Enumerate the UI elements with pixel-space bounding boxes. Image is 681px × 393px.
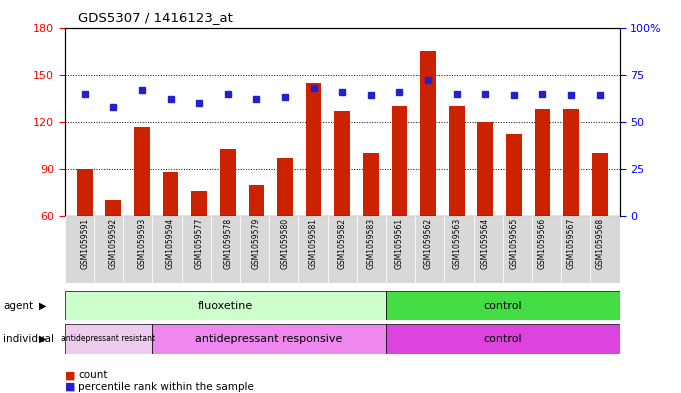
Bar [386,216,415,283]
Text: GDS5307 / 1416123_at: GDS5307 / 1416123_at [78,11,233,24]
Text: GSM1059563: GSM1059563 [452,218,461,270]
Bar [561,216,590,283]
Bar [445,216,474,283]
Bar [153,324,386,354]
Bar [240,216,269,283]
Text: GSM1059582: GSM1059582 [338,218,347,269]
Text: control: control [484,334,522,344]
Bar [153,216,182,283]
Bar [249,185,264,216]
Bar [334,111,350,216]
Bar [363,153,379,216]
Bar [328,216,357,283]
Bar [386,291,620,320]
Text: GSM1059593: GSM1059593 [138,218,146,270]
Text: antidepressant resistant: antidepressant resistant [61,334,155,343]
Bar [535,109,550,216]
Bar [506,134,522,216]
Bar [123,216,153,283]
Bar [449,106,464,216]
Bar [503,216,532,283]
Bar [590,216,620,283]
Text: GSM1059567: GSM1059567 [567,218,575,270]
Text: agent: agent [3,301,33,310]
Text: GSM1059581: GSM1059581 [309,218,318,269]
Text: individual: individual [3,334,54,344]
Bar [65,324,153,354]
Bar [386,324,620,354]
Text: ■: ■ [65,370,75,380]
Text: GSM1059565: GSM1059565 [509,218,518,270]
Bar [477,122,493,216]
Text: GSM1059594: GSM1059594 [166,218,175,270]
Bar [306,83,321,216]
Text: ▶: ▶ [39,301,47,310]
Bar [65,291,386,320]
Bar [532,216,561,283]
Bar [592,153,607,216]
Text: GSM1059579: GSM1059579 [252,218,261,270]
Text: ■: ■ [65,382,75,392]
Text: GSM1059562: GSM1059562 [424,218,432,269]
Bar [392,106,407,216]
Bar [65,216,94,283]
Text: control: control [484,301,522,310]
Text: GSM1059564: GSM1059564 [481,218,490,270]
Text: fluoxetine: fluoxetine [197,301,253,310]
Bar [94,216,123,283]
Text: GSM1059578: GSM1059578 [223,218,232,269]
Text: ▶: ▶ [39,334,47,344]
Bar [563,109,579,216]
Text: percentile rank within the sample: percentile rank within the sample [78,382,254,392]
Bar [77,169,93,216]
Bar [134,127,150,216]
Text: antidepressant responsive: antidepressant responsive [195,334,343,344]
Text: GSM1059561: GSM1059561 [395,218,404,269]
Text: GSM1059580: GSM1059580 [281,218,289,269]
Text: GSM1059566: GSM1059566 [538,218,547,270]
Bar [182,216,210,283]
Bar [210,216,240,283]
Text: GSM1059592: GSM1059592 [109,218,118,269]
Bar [220,149,236,216]
Text: GSM1059577: GSM1059577 [195,218,204,270]
Text: GSM1059591: GSM1059591 [80,218,89,269]
Text: count: count [78,370,108,380]
Bar [191,191,207,216]
Bar [415,216,445,283]
Text: GSM1059568: GSM1059568 [595,218,604,269]
Bar [106,200,121,216]
Bar [420,51,436,216]
Bar [357,216,386,283]
Bar [269,216,298,283]
Bar [298,216,328,283]
Text: GSM1059583: GSM1059583 [366,218,375,269]
Bar [163,172,178,216]
Bar [474,216,503,283]
Bar [277,158,293,216]
